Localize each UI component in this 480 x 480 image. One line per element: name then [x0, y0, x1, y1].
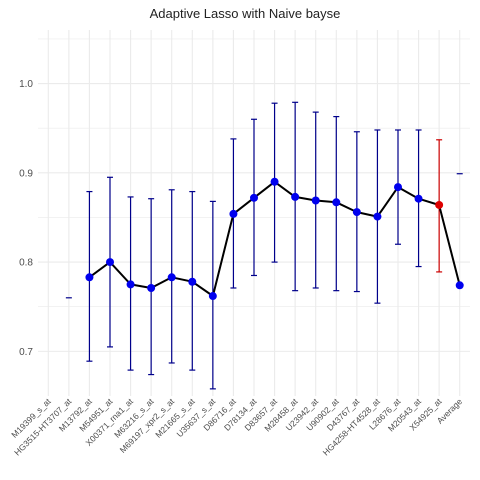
data-point	[147, 284, 155, 292]
data-point	[168, 273, 176, 281]
data-point	[312, 197, 320, 205]
data-point	[127, 280, 135, 288]
data-point	[435, 201, 443, 209]
x-axis-ticks: M19399_s_atHG3515-HT3707_atM13792_atM549…	[9, 396, 464, 458]
y-tick-label: 0.9	[19, 168, 33, 179]
y-tick-label: 0.8	[19, 258, 33, 269]
data-point	[332, 198, 340, 206]
data-point	[353, 208, 361, 216]
data-point	[85, 273, 93, 281]
data-point	[456, 281, 464, 289]
data-point	[291, 193, 299, 201]
data-point	[394, 183, 402, 191]
data-point	[209, 292, 217, 300]
data-point	[415, 195, 423, 203]
y-tick-label: 1.0	[19, 79, 33, 90]
error-bars	[66, 102, 463, 389]
y-axis-ticks: 0.7 0.8 0.9 1.0	[19, 79, 33, 358]
data-point	[271, 178, 279, 186]
data-point	[250, 194, 258, 202]
data-point	[229, 210, 237, 218]
data-point	[373, 213, 381, 221]
data-point	[188, 278, 196, 286]
chart-title: Adaptive Lasso with Naive bayse	[150, 6, 341, 21]
y-tick-label: 0.7	[19, 347, 33, 358]
data-point	[106, 258, 114, 266]
